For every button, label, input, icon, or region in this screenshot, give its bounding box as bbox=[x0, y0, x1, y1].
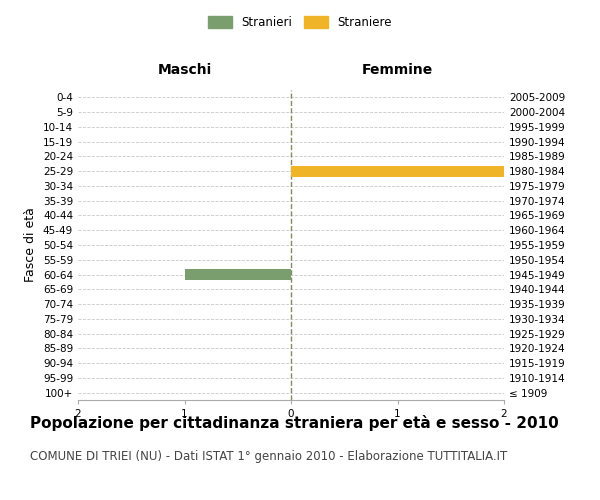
Text: Femmine: Femmine bbox=[362, 64, 433, 78]
Text: COMUNE DI TRIEI (NU) - Dati ISTAT 1° gennaio 2010 - Elaborazione TUTTITALIA.IT: COMUNE DI TRIEI (NU) - Dati ISTAT 1° gen… bbox=[30, 450, 507, 463]
Text: Maschi: Maschi bbox=[157, 64, 212, 78]
Legend: Stranieri, Straniere: Stranieri, Straniere bbox=[203, 11, 397, 34]
Bar bbox=[291, 166, 504, 176]
Text: Popolazione per cittadinanza straniera per età e sesso - 2010: Popolazione per cittadinanza straniera p… bbox=[30, 415, 559, 431]
Bar bbox=[185, 269, 291, 280]
Y-axis label: Fasce di età: Fasce di età bbox=[25, 208, 37, 282]
